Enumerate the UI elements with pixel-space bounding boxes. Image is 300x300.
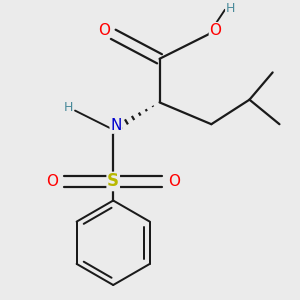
Text: H: H (64, 101, 73, 114)
Text: N: N (110, 118, 122, 133)
Text: O: O (98, 23, 110, 38)
Text: O: O (209, 23, 221, 38)
Text: O: O (169, 174, 181, 189)
Text: O: O (46, 174, 58, 189)
Text: S: S (107, 172, 119, 190)
Text: H: H (226, 2, 235, 15)
